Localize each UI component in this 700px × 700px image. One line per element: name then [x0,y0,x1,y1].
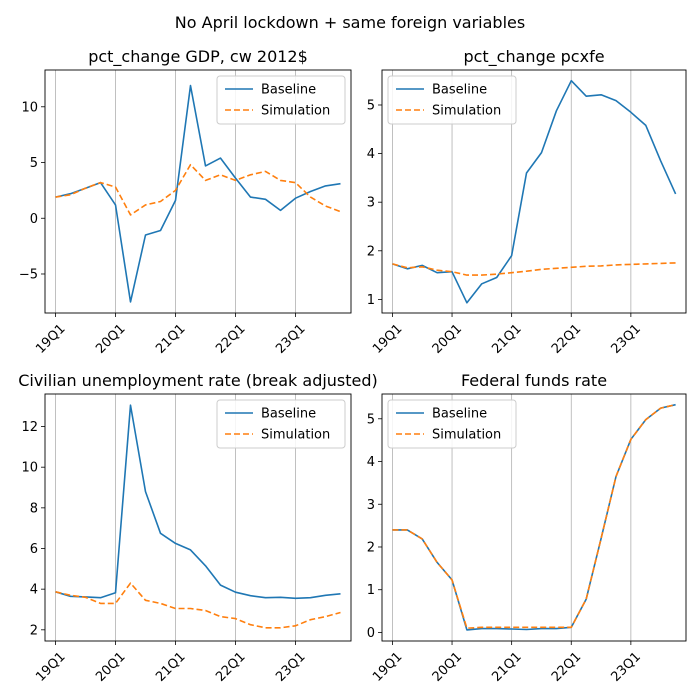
x-tick-label-gdp-0: 19Q1 [33,321,68,356]
series-line-unemployment-baseline [55,404,341,600]
y-tick-label-gdp-2: 5 [30,156,38,171]
x-tick-label-unemployment-3: 22Q1 [213,649,248,684]
y-tick-label-pcxfe-2: 3 [367,196,375,211]
x-tick-label-unemployment-1: 20Q1 [93,649,128,684]
y-tick-label-pcxfe-1: 2 [367,244,375,259]
x-tick-label-pcxfe-0: 19Q1 [370,321,405,356]
series-line-fedfunds-simulation [392,403,676,630]
x-tick-label-pcxfe-3: 22Q1 [549,321,584,356]
y-tick-label-pcxfe-4: 5 [367,98,375,113]
x-tick-label-fedfunds-2: 21Q1 [489,649,524,684]
chart-title-unemployment: Civilian unemployment rate (break adjust… [18,371,378,390]
y-tick-label-gdp-3: 10 [21,100,38,115]
y-tick-label-fedfunds-1: 1 [367,583,375,598]
axes-frame-pcxfe [381,69,687,314]
y-tick-label-unemployment-1: 4 [30,583,38,598]
y-tick-label-pcxfe-0: 1 [367,293,375,308]
chart-gdp: pct_change GDP, cw 2012$ 19Q1 20Q1 21Q1 22Q1… [19,47,352,357]
x-tick-label-fedfunds-1: 20Q1 [430,649,465,684]
x-tick-label-pcxfe-2: 21Q1 [489,321,524,356]
legend-unemployment: Baseline Simulation [216,399,346,449]
axes-frame-unemployment [44,393,352,642]
chart-title-fedfunds: Federal funds rate [461,371,607,390]
legend-box-unemployment [216,399,346,449]
figure-suptitle: No April lockdown + same foreign variabl… [175,13,525,32]
subplots-grid: pct_change GDP, cw 2012$ 19Q1 20Q1 21Q1 22Q1… [18,47,687,685]
chart-title-pcxfe: pct_change pcxfe [463,47,604,67]
y-tick-label-gdp-0: −5 [19,267,38,282]
chart-unemployment: Civilian unemployment rate (break adjust… [18,371,378,685]
x-tick-label-unemployment-4: 23Q1 [273,649,308,684]
series-line-gdp-baseline [55,84,341,303]
x-tick-label-gdp-3: 22Q1 [213,321,248,356]
legend-label-pcxfe-simulation: Simulation [432,104,501,119]
legend-label-unemployment-simulation: Simulation [261,428,330,443]
chart-fedfunds: Federal funds rate 19Q1 20Q1 21Q1 22Q1 23Q1 0 1… [367,371,687,685]
chart-title-gdp: pct_change GDP, cw 2012$ [88,47,308,67]
x-tick-label-gdp-2: 21Q1 [153,321,188,356]
y-tick-label-fedfunds-0: 0 [367,626,375,641]
legend-gdp: Baseline Simulation [216,75,346,125]
series-line-pcxfe-baseline [392,79,677,304]
y-tick-label-gdp-1: 0 [30,212,38,227]
legend-fedfunds: Baseline Simulation [387,399,517,449]
x-tick-label-fedfunds-3: 22Q1 [549,649,584,684]
legend-box-fedfunds [387,399,517,449]
y-tick-label-unemployment-3: 8 [30,501,38,516]
axes-frame-gdp [44,69,352,314]
x-tick-label-pcxfe-4: 23Q1 [609,321,644,356]
legend-label-pcxfe-baseline: Baseline [432,83,487,98]
legend-label-fedfunds-simulation: Simulation [432,428,501,443]
y-tick-label-fedfunds-3: 3 [367,498,375,513]
axes-frame-fedfunds [381,393,687,642]
series-line-gdp-simulation [55,163,341,216]
legend-label-gdp-baseline: Baseline [261,83,316,98]
y-tick-label-pcxfe-3: 4 [367,147,375,162]
legend-box-pcxfe [387,75,517,125]
y-tick-label-unemployment-5: 12 [21,420,38,435]
legend-label-fedfunds-baseline: Baseline [432,407,487,422]
chart-pcxfe: pct_change pcxfe 19Q1 20Q1 21Q1 22Q1 23Q1 1 2 3 4… [367,47,687,357]
legend-label-unemployment-baseline: Baseline [261,407,316,422]
y-tick-label-fedfunds-4: 4 [367,455,375,470]
series-line-pcxfe-simulation [392,262,676,276]
y-tick-label-fedfunds-2: 2 [367,540,375,555]
legend-box-gdp [216,75,346,125]
x-tick-label-unemployment-2: 21Q1 [153,649,188,684]
x-tick-label-gdp-4: 23Q1 [273,321,308,356]
y-tick-label-unemployment-2: 6 [30,542,38,557]
series-line-unemployment-simulation [55,582,341,629]
y-tick-label-fedfunds-5: 5 [367,412,375,427]
x-tick-label-pcxfe-1: 20Q1 [430,321,465,356]
x-tick-label-gdp-1: 20Q1 [93,321,128,356]
legend-pcxfe: Baseline Simulation [387,75,517,125]
y-tick-label-unemployment-0: 2 [30,623,38,638]
y-tick-label-unemployment-4: 10 [21,461,38,476]
x-tick-label-unemployment-0: 19Q1 [33,649,68,684]
x-tick-label-fedfunds-4: 23Q1 [609,649,644,684]
x-tick-label-fedfunds-0: 19Q1 [370,649,405,684]
legend-label-gdp-simulation: Simulation [261,104,330,119]
